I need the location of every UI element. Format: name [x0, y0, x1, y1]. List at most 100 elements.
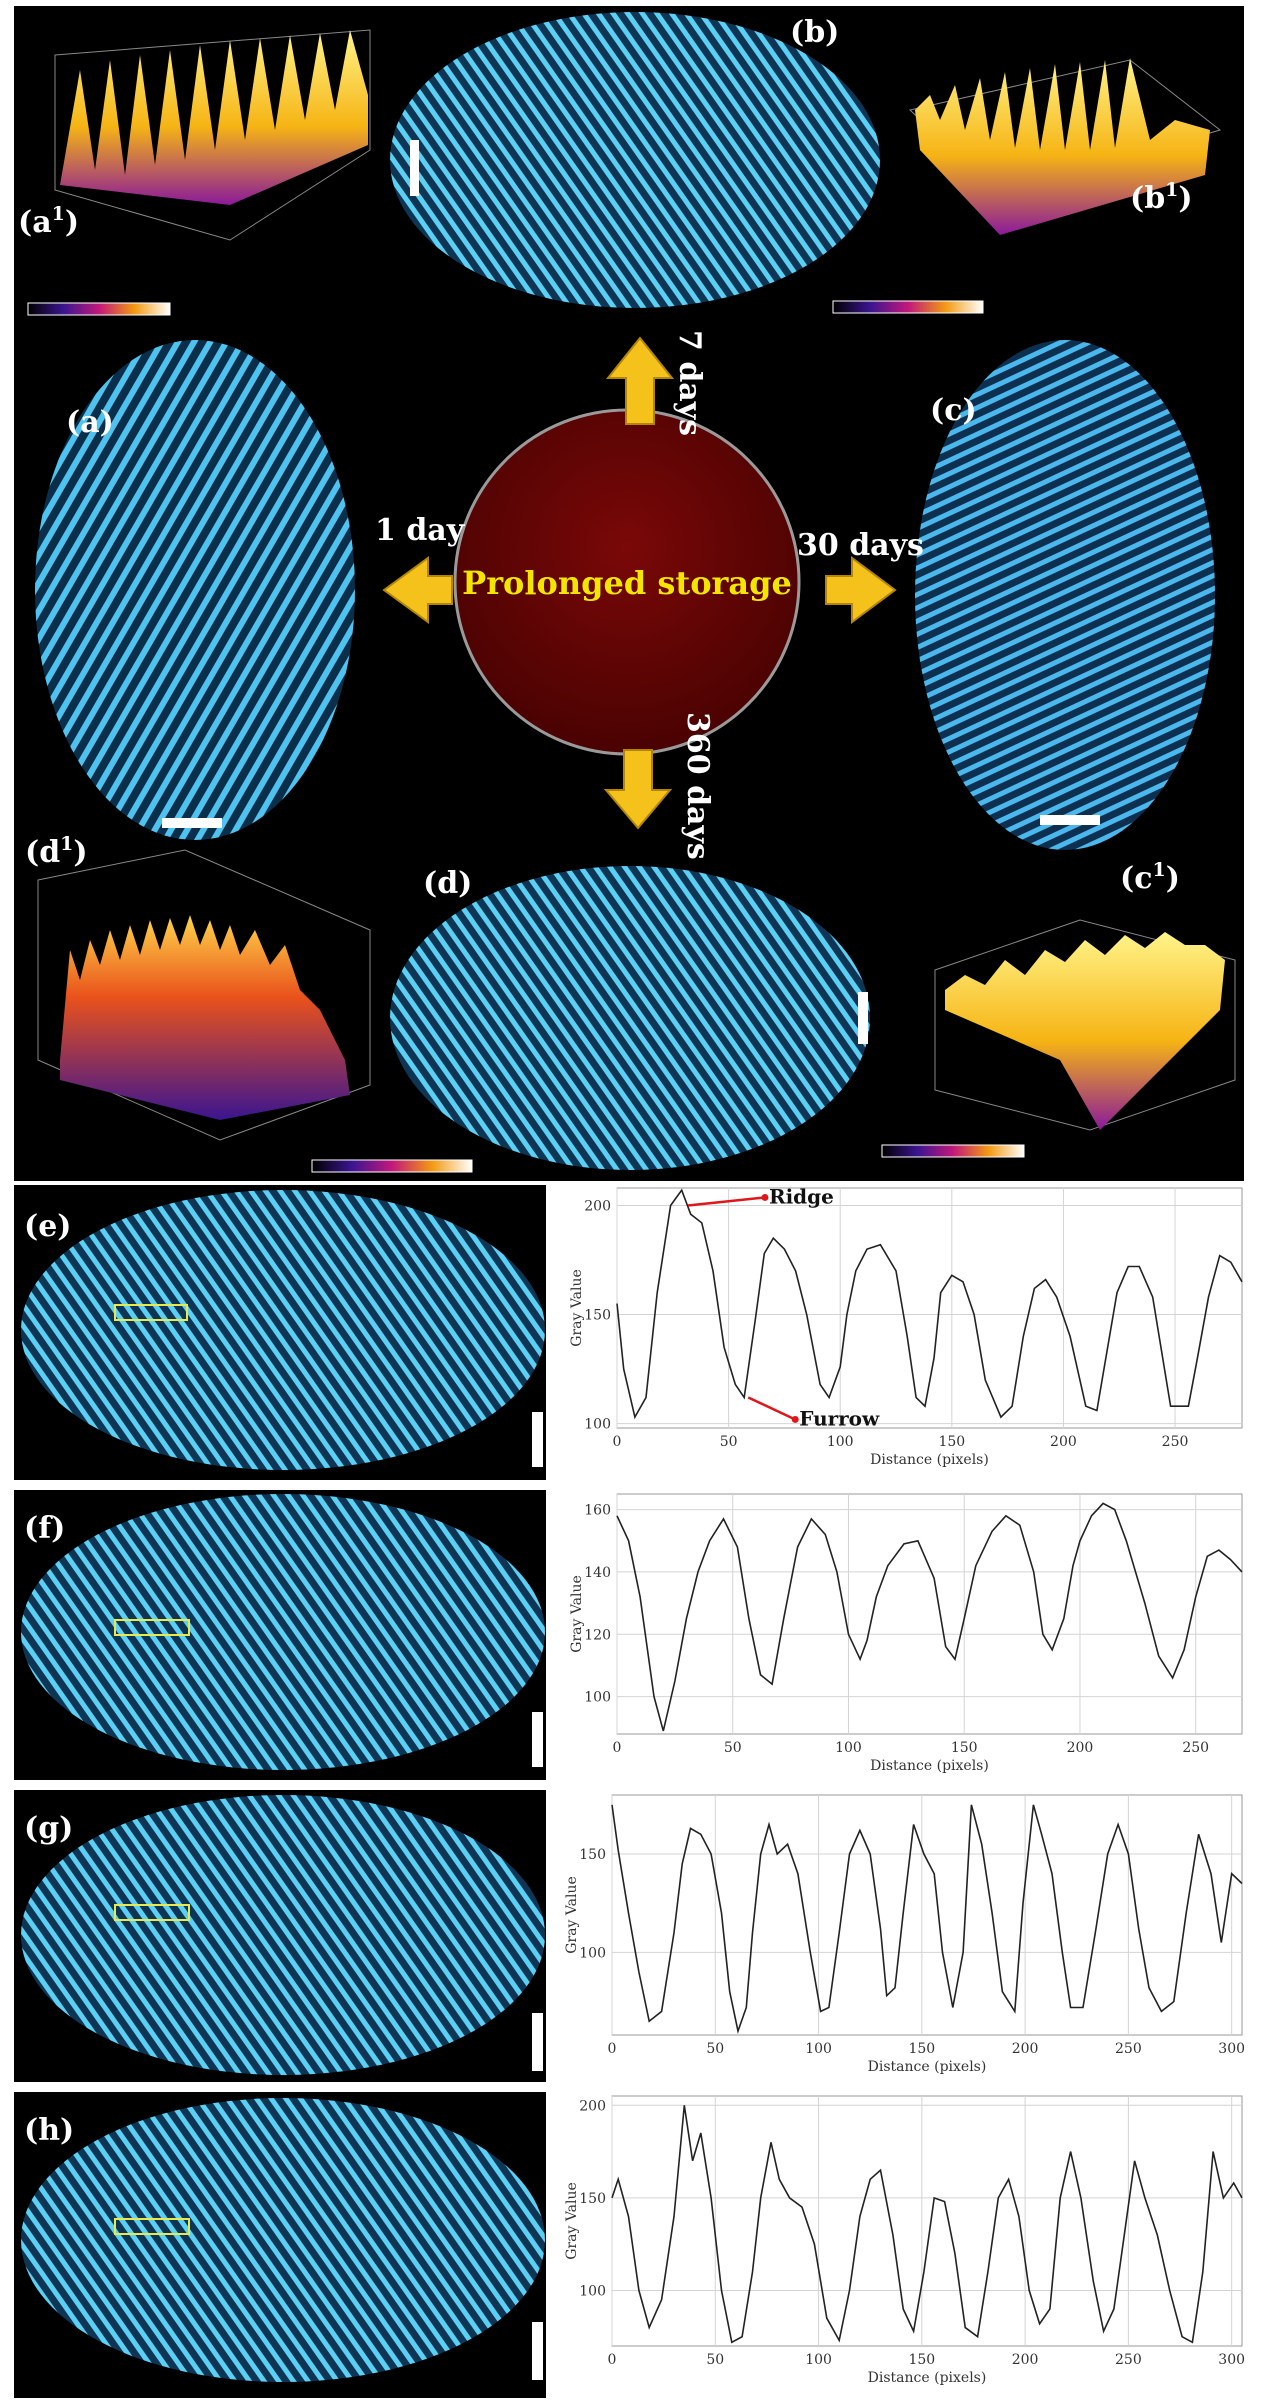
row-e-image: (e) — [14, 1185, 546, 1480]
x-tick-label: 100 — [827, 1434, 854, 1450]
gray-value-series-line — [616, 1502, 1243, 1732]
x-tick-label: 100 — [835, 1740, 862, 1756]
annotation-arrow — [747, 1396, 796, 1421]
label-d: (d) — [423, 866, 472, 901]
fingerprint-c-image — [915, 340, 1215, 850]
profile-chart-h: 0 50 100 150 200 250 300 100 150 200 Distance (pix… — [564, 2095, 1245, 2386]
x-tick-label: 150 — [951, 1740, 978, 1756]
annotation-ridge-label: Ridge — [769, 1184, 834, 1208]
x-tick-label: 200 — [1012, 2041, 1039, 2057]
annotation-arrowhead — [791, 1415, 799, 1423]
label-a: (a) — [66, 405, 114, 440]
y-tick-label: 200 — [584, 1198, 611, 1214]
surface-plot-c1 — [881, 919, 1236, 1158]
y-tick-label: 140 — [584, 1565, 611, 1581]
y-axis-label: Gray Value — [564, 1876, 580, 1954]
plot-frame — [611, 2095, 1243, 2347]
x-axis-label: Distance (pixels) — [870, 1452, 989, 1468]
y-tick-label: 100 — [584, 1690, 611, 1706]
label-b: (b) — [790, 15, 839, 50]
scale-bar-h — [532, 2322, 543, 2380]
x-tick-label: 0 — [613, 1740, 622, 1756]
center-title: Prolonged storage — [462, 564, 792, 602]
roi-box-e — [114, 1304, 188, 1321]
y-tick-label: 150 — [579, 1847, 606, 1863]
label-e: (e) — [24, 1209, 71, 1244]
x-tick-label: 150 — [908, 2352, 935, 2368]
x-axis-label: Distance (pixels) — [868, 2370, 987, 2386]
x-tick-label: 0 — [613, 1434, 622, 1450]
fingerprint-h-image — [21, 2098, 545, 2382]
surface-plot-a1 — [27, 29, 371, 316]
arrow-down — [603, 749, 673, 830]
fingerprint-b-image — [390, 12, 880, 308]
roi-box-f — [114, 1619, 190, 1636]
plot-frame — [611, 1794, 1243, 2036]
x-tick-label: 250 — [1182, 1740, 1209, 1756]
row-g-image: (g) — [14, 1790, 546, 2082]
label-c: (c) — [930, 393, 977, 428]
arrow-right — [825, 556, 897, 624]
x-tick-label: 300 — [1218, 2352, 1245, 2368]
x-tick-label: 200 — [1050, 1434, 1077, 1450]
y-tick-label: 150 — [584, 1308, 611, 1324]
profile-chart-g: 0 50 100 150 200 250 300 100 150 Distance (pixels… — [564, 1794, 1245, 2075]
arrow-up — [605, 336, 675, 425]
x-tick-label: 300 — [1218, 2041, 1245, 2057]
label-g: (g) — [24, 1811, 73, 1846]
scale-bar-a — [162, 818, 222, 828]
x-tick-label: 100 — [805, 2041, 832, 2057]
scale-bar-e — [532, 1412, 543, 1467]
surface-plot-b1 — [832, 58, 1222, 314]
x-tick-label: 50 — [706, 2041, 724, 2057]
label-d1: (d1) — [25, 833, 88, 870]
x-tick-label: 100 — [805, 2352, 832, 2368]
arrow-right-label: 30 days — [797, 528, 924, 563]
fingerprint-a-image — [35, 340, 355, 840]
label-h: (h) — [24, 2113, 74, 2148]
y-tick-label: 100 — [579, 1945, 606, 1961]
y-axis-label: Gray Value — [564, 2182, 580, 2260]
x-tick-label: 200 — [1067, 1740, 1094, 1756]
x-tick-label: 250 — [1115, 2041, 1142, 2057]
plot-frame — [616, 1187, 1243, 1429]
x-axis-label: Distance (pixels) — [868, 2059, 987, 2075]
annotation-furrow-label: Furrow — [799, 1406, 880, 1430]
arrow-left — [382, 556, 453, 624]
colorbar-b1 — [832, 300, 984, 314]
scale-bar-g — [532, 2013, 543, 2071]
plot-frame — [616, 1493, 1243, 1735]
gray-value-series-line — [611, 2105, 1243, 2344]
y-axis-label: Gray Value — [569, 1269, 585, 1347]
label-f: (f) — [24, 1511, 65, 1546]
fingerprint-d-image — [390, 866, 870, 1170]
gray-value-series-line — [611, 1804, 1243, 2035]
y-tick-label: 150 — [579, 2191, 606, 2207]
y-tick-label: 120 — [584, 1627, 611, 1643]
x-tick-label: 0 — [608, 2352, 617, 2368]
annotation-arrowhead — [761, 1193, 769, 1201]
roi-box-h — [114, 2218, 190, 2235]
surface-plot-d1 — [37, 849, 473, 1173]
x-tick-label: 200 — [1012, 2352, 1039, 2368]
gray-value-series-line — [616, 1188, 1243, 1420]
row-h-image: (h) — [14, 2092, 546, 2398]
x-tick-label: 150 — [908, 2041, 935, 2057]
label-c1: (c1) — [1120, 859, 1180, 896]
x-tick-label: 150 — [938, 1434, 965, 1450]
arrow-left-label: 1 day — [375, 513, 466, 548]
fingerprint-f-image — [21, 1494, 545, 1770]
y-tick-label: 160 — [584, 1503, 611, 1519]
fingerprint-e-image — [21, 1190, 545, 1470]
x-tick-label: 50 — [706, 2352, 724, 2368]
y-tick-label: 200 — [579, 2098, 606, 2114]
label-b1: (b1) — [1130, 179, 1193, 216]
arrow-bottom-label: 360 days — [680, 712, 715, 860]
annotation-arrow — [687, 1196, 766, 1207]
x-tick-label: 0 — [608, 2041, 617, 2057]
x-tick-label: 50 — [720, 1434, 738, 1450]
x-tick-label: 250 — [1162, 1434, 1189, 1450]
x-axis-label: Distance (pixels) — [870, 1758, 989, 1774]
y-tick-label: 100 — [584, 1417, 611, 1433]
